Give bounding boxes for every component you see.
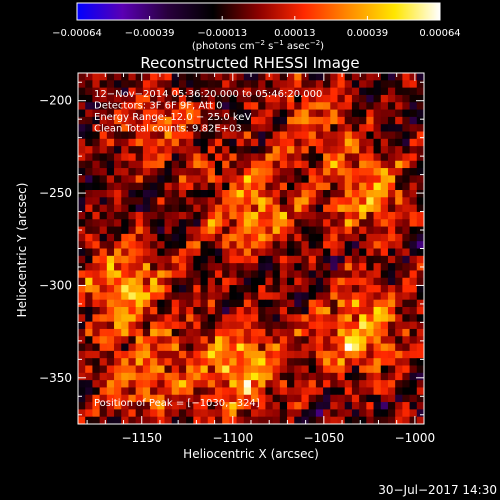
colorbar-tick-label: 0.00013: [274, 28, 315, 39]
colorbar-tick-label: −0.00013: [197, 28, 247, 39]
footer-timestamp: 30−Jul−2017 14:30: [378, 483, 497, 497]
y-tick-label: −300: [39, 278, 72, 292]
info-line: Clean Total counts: 9.82E+03: [94, 124, 242, 135]
x-tick-label: −1100: [212, 431, 253, 445]
x-tick-label: −1050: [304, 431, 345, 445]
colorbar-ticks: −0.00064 −0.00039 −0.00013 0.00013 0.00039 0.…: [52, 16, 461, 39]
colorbar-units: (photons cm−2 s−1 asec−2): [192, 39, 324, 52]
heatmap-image: [78, 73, 424, 424]
x-axis-label: Heliocentric X (arcsec): [183, 447, 319, 461]
y-axis-label: Heliocentric Y (arcsec): [15, 183, 29, 318]
y-tick-label: −200: [39, 94, 72, 108]
y-axis: −200 −250 −300 −350: [39, 81, 424, 416]
colorbar-tick-label: −0.00064: [52, 28, 102, 39]
peak-position-text: Position of Peak = [−1030,−324]: [94, 398, 260, 409]
info-line: Detectors: 3F 6F 9F, Att 0: [94, 101, 222, 112]
info-overlay: 12−Nov−2014 05:36:20.000 to 05:46:20.000…: [94, 89, 322, 135]
info-line: 12−Nov−2014 05:36:20.000 to 05:46:20.000: [94, 89, 322, 100]
colorbar-tick-label: 0.00039: [347, 28, 388, 39]
x-axis: −1150 −1100 −1050 −1000: [86, 73, 436, 445]
x-tick-label: −1000: [395, 431, 436, 445]
x-tick-label: −1150: [121, 431, 162, 445]
y-tick-label: −350: [39, 371, 72, 385]
plot-title: Reconstructed RHESSI Image: [140, 54, 359, 72]
y-tick-label: −250: [39, 186, 72, 200]
colorbar-tick-label: −0.00039: [125, 28, 175, 39]
colorbar-bar: [76, 2, 441, 21]
info-line: Energy Range: 12.0 − 25.0 keV: [94, 112, 251, 123]
colorbar-tick-label: 0.00064: [419, 28, 460, 39]
colorbar: −0.00064 −0.00039 −0.00013 0.00013 0.00039 0.…: [52, 2, 461, 52]
